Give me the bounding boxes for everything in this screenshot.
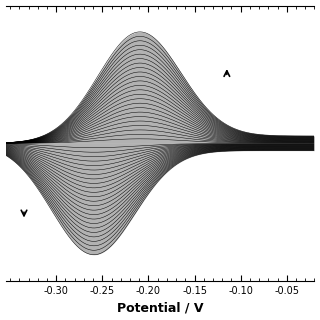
X-axis label: Potential / V: Potential / V <box>117 301 203 315</box>
